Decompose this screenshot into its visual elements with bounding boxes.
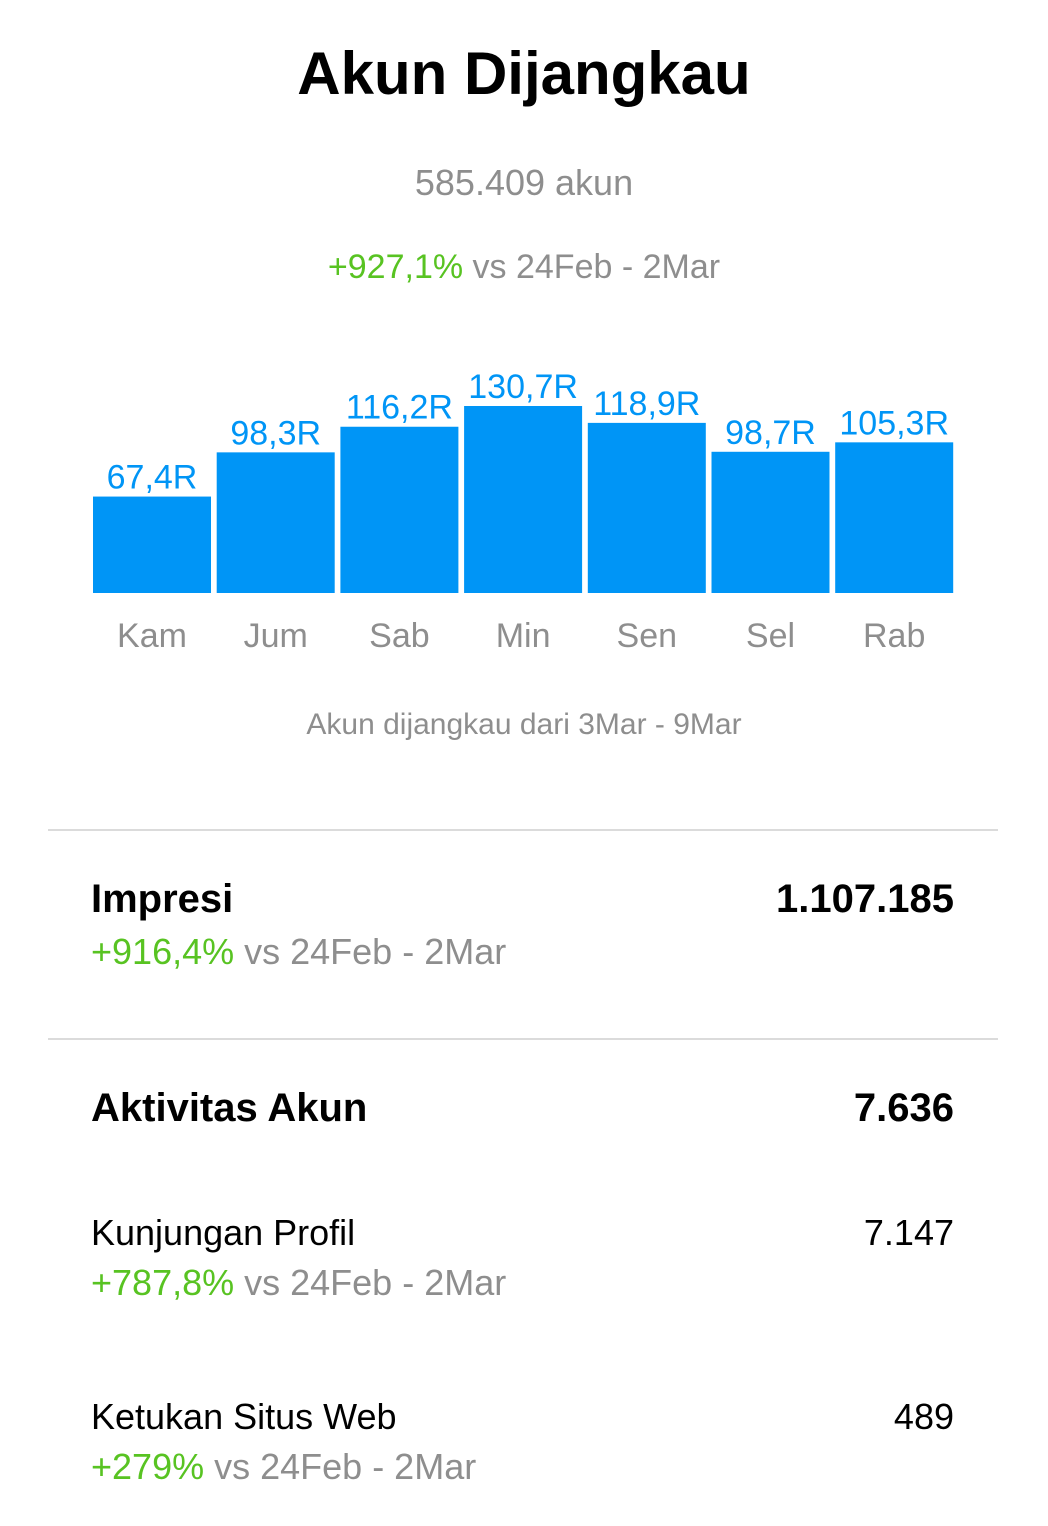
profile-visits-change: +787,8% vs 24Feb - 2Mar [91,1260,506,1306]
account-activity-label: Aktivitas Akun [91,1086,368,1130]
bar-sab [340,426,459,593]
bar-value-label: 130,7R [468,368,578,406]
reach-bar-chart: 67,4R Kam 98,3R Jum 116,2R Sab 130,7R Min 118,9R… [93,368,954,655]
bar-sel [711,451,830,593]
bar-value-label: 98,7R [725,414,816,452]
category-label: Rab [863,617,925,655]
category-label: Sab [369,617,430,655]
bar-value-label: 116,2R [346,389,453,427]
bar-rab [835,442,954,593]
account-activity-value: 7.636 [853,1086,954,1130]
profile-visits-label: Kunjungan Profil [91,1212,356,1253]
reach-change-line: +927,1% vs 24Feb - 2Mar [0,244,1048,290]
bar-value-label: 67,4R [107,459,198,497]
category-label: Jum [244,617,308,655]
divider [48,1038,998,1040]
divider [48,829,998,831]
impressions-label: Impresi [91,877,234,921]
website-taps-label: Ketukan Situs Web [91,1396,397,1437]
profile-visits-change-period: vs 24Feb - 2Mar [234,1262,507,1303]
category-label: Sel [746,617,795,655]
bar-jum [216,452,335,593]
total-accounts-reached: 585.409 akun [414,162,634,203]
impressions-change-period: vs 24Feb - 2Mar [234,931,507,972]
page-title: Akun Dijangkau [297,40,751,107]
profile-visits-value: 7.147 [863,1212,954,1253]
bar-value-label: 105,3R [839,404,949,442]
category-label: Sen [617,617,678,655]
chart-caption: Akun dijangkau dari 3Mar - 9Mar [306,708,742,741]
bar-value-label: 98,3R [230,414,321,452]
website-taps-change-percent: +279% [91,1446,205,1487]
bar-value-label: 118,9R [593,385,700,423]
website-taps-change-period: vs 24Feb - 2Mar [204,1446,477,1487]
impressions-change-percent: +916,4% [91,931,235,972]
bar-sen [587,422,706,593]
category-label: Kam [117,617,187,655]
bar-min [464,406,583,593]
bar-kam [93,496,211,593]
reach-change-period: vs 24Feb - 2Mar [463,248,721,286]
website-taps-change: +279% vs 24Feb - 2Mar [91,1444,476,1490]
impressions-change: +916,4% vs 24Feb - 2Mar [91,929,506,975]
reach-change-percent: +927,1% [327,248,464,286]
website-taps-value: 489 [893,1396,954,1437]
impressions-value: 1.107.185 [776,877,954,921]
category-label: Min [496,617,551,655]
profile-visits-change-percent: +787,8% [91,1262,235,1303]
